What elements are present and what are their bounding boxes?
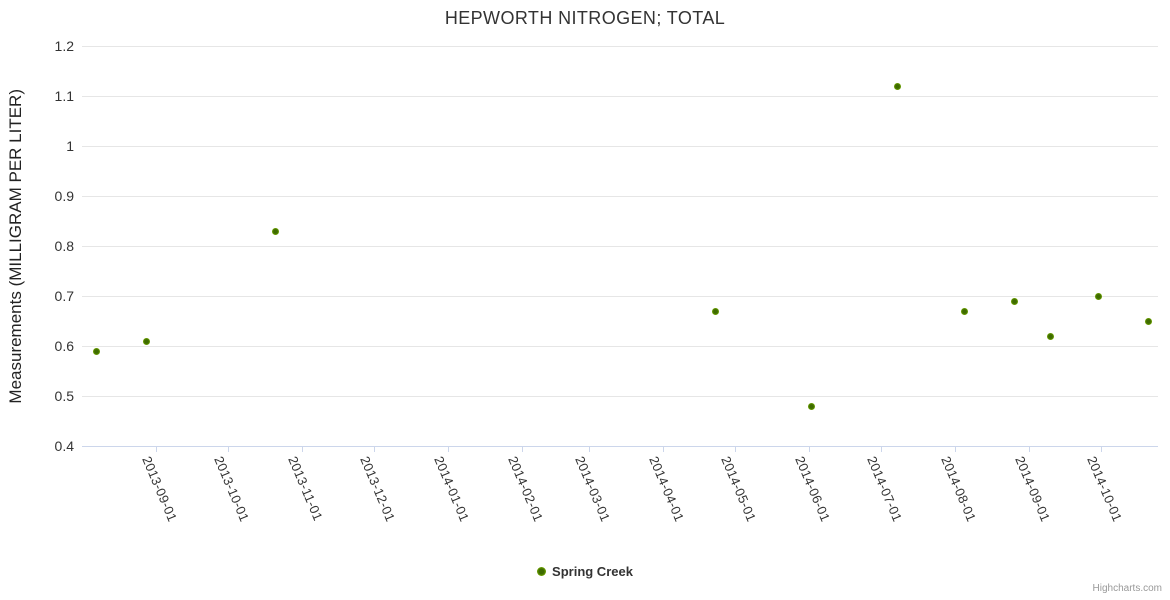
y-tick-label: 0.7	[54, 288, 74, 304]
data-point[interactable]	[1094, 292, 1102, 300]
chart-title: HEPWORTH NITROGEN; TOTAL	[444, 8, 726, 28]
data-point[interactable]	[1011, 297, 1019, 305]
x-tick-mark	[880, 447, 882, 452]
data-point[interactable]	[143, 337, 151, 345]
x-tick-mark	[808, 447, 810, 452]
y-tick-label: 1	[66, 138, 74, 154]
data-point[interactable]	[272, 227, 280, 235]
y-gridline	[82, 296, 1158, 297]
data-point[interactable]	[1046, 332, 1054, 340]
x-tick-label: 2014-05-01	[717, 454, 759, 524]
x-tick-mark	[1028, 447, 1030, 452]
x-tick-label: 2013-09-01	[139, 454, 181, 524]
x-tick-label: 2014-09-01	[1012, 454, 1054, 524]
data-point[interactable]	[960, 307, 968, 315]
y-gridline	[82, 246, 1158, 247]
x-tick-mark	[227, 447, 229, 452]
data-point[interactable]	[807, 402, 815, 410]
x-tick-label: 2013-12-01	[356, 454, 398, 524]
x-tick-label: 2014-07-01	[863, 454, 905, 524]
x-axis-line	[82, 446, 1158, 447]
x-tick-label: 2014-02-01	[505, 454, 547, 524]
y-gridline	[82, 146, 1158, 147]
data-point[interactable]	[92, 347, 100, 355]
x-tick-label: 2014-10-01	[1083, 454, 1125, 524]
x-tick-label: 2014-06-01	[792, 454, 834, 524]
y-tick-label: 0.4	[54, 438, 74, 454]
legend-marker-icon	[537, 567, 547, 576]
x-tick-mark	[588, 447, 590, 452]
legend-label: Spring Creek	[552, 564, 633, 579]
y-tick-label: 0.6	[54, 338, 74, 354]
y-gridline	[82, 196, 1158, 197]
y-tick-label: 1.1	[54, 88, 74, 104]
y-tick-label: 0.8	[54, 238, 74, 254]
x-tick-mark	[447, 447, 449, 452]
x-tick-label: 2013-11-01	[285, 454, 326, 523]
x-tick-mark	[156, 447, 158, 452]
y-gridline	[82, 46, 1158, 47]
x-tick-label: 2013-10-01	[211, 454, 252, 524]
x-tick-mark	[521, 447, 523, 452]
y-gridline	[82, 96, 1158, 97]
y-gridline	[82, 396, 1158, 397]
data-point[interactable]	[1144, 317, 1152, 325]
x-tick-label: 2014-03-01	[572, 454, 614, 524]
y-tick-label: 0.9	[54, 188, 74, 204]
x-tick-label: 2014-08-01	[937, 454, 979, 524]
y-tick-label: 0.5	[54, 388, 74, 404]
x-tick-label: 2014-04-01	[646, 454, 688, 524]
x-tick-label: 2014-01-01	[431, 454, 472, 524]
data-point[interactable]	[712, 307, 720, 315]
data-point[interactable]	[893, 82, 901, 90]
x-tick-mark	[301, 447, 303, 452]
y-tick-label: 1.2	[54, 38, 74, 54]
x-tick-mark	[1100, 447, 1102, 452]
y-gridline	[82, 346, 1158, 347]
x-tick-mark	[663, 447, 665, 452]
x-tick-mark	[734, 447, 736, 452]
highcharts-credit-link[interactable]: Highcharts.com	[1092, 583, 1162, 594]
legend-item-spring-creek[interactable]: Spring Creek	[0, 564, 1170, 579]
x-tick-mark	[373, 447, 375, 452]
x-tick-mark	[954, 447, 956, 452]
